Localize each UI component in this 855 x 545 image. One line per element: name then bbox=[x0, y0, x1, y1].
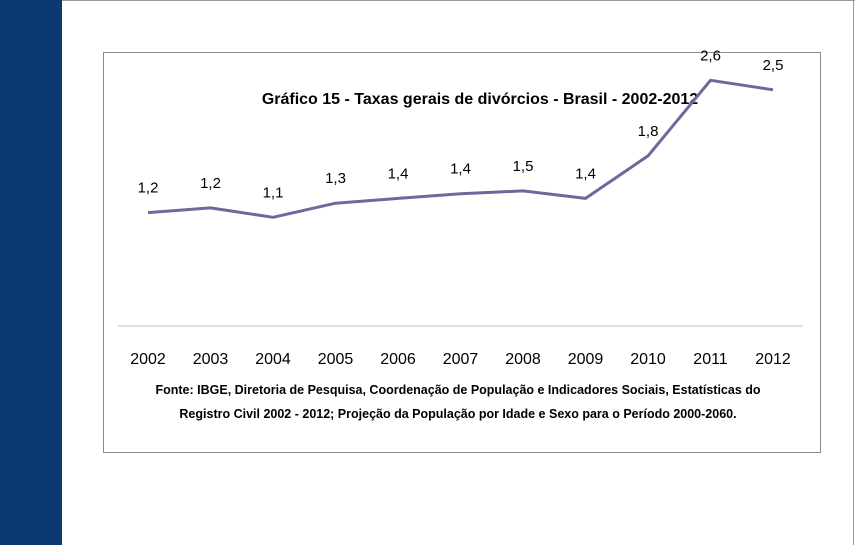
data-label: 1,1 bbox=[263, 184, 284, 201]
chart-frame bbox=[103, 52, 821, 453]
side-accent-bar bbox=[0, 0, 62, 545]
source-line-2: Registro Civil 2002 - 2012; Projeção da … bbox=[179, 407, 736, 421]
x-tick-label: 2006 bbox=[380, 351, 416, 368]
data-label: 1,4 bbox=[575, 165, 596, 182]
x-tick-label: 2003 bbox=[193, 351, 229, 368]
x-tick-label: 2008 bbox=[505, 351, 541, 368]
data-label: 2,5 bbox=[763, 57, 784, 74]
data-label: 1,3 bbox=[325, 170, 346, 187]
data-label: 1,2 bbox=[200, 175, 221, 192]
data-label: 1,2 bbox=[138, 180, 159, 197]
data-label: 1,4 bbox=[388, 165, 409, 182]
x-tick-label: 2004 bbox=[255, 351, 291, 368]
data-label: 1,8 bbox=[638, 123, 659, 140]
x-tick-label: 2010 bbox=[630, 351, 666, 368]
x-tick-label: 2012 bbox=[755, 351, 791, 368]
x-tick-label: 2009 bbox=[568, 351, 604, 368]
top-border bbox=[62, 0, 855, 1]
data-label: 1,4 bbox=[450, 161, 471, 178]
chart-title: Gráfico 15 - Taxas gerais de divórcios -… bbox=[262, 91, 698, 108]
data-label: 1,5 bbox=[513, 158, 534, 175]
x-tick-label: 2007 bbox=[443, 351, 479, 368]
series-line bbox=[147, 78, 774, 219]
right-border bbox=[853, 0, 854, 545]
x-tick-label: 2005 bbox=[318, 351, 354, 368]
data-label: 2,6 bbox=[700, 47, 721, 64]
x-tick-label: 2011 bbox=[693, 351, 728, 368]
x-tick-label: 2002 bbox=[130, 351, 166, 368]
source-line-1: Fonte: IBGE, Diretoria de Pesquisa, Coor… bbox=[155, 383, 760, 397]
